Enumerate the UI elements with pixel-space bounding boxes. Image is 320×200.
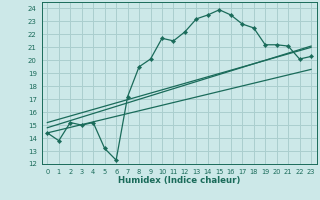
X-axis label: Humidex (Indice chaleur): Humidex (Indice chaleur) [118, 176, 240, 185]
